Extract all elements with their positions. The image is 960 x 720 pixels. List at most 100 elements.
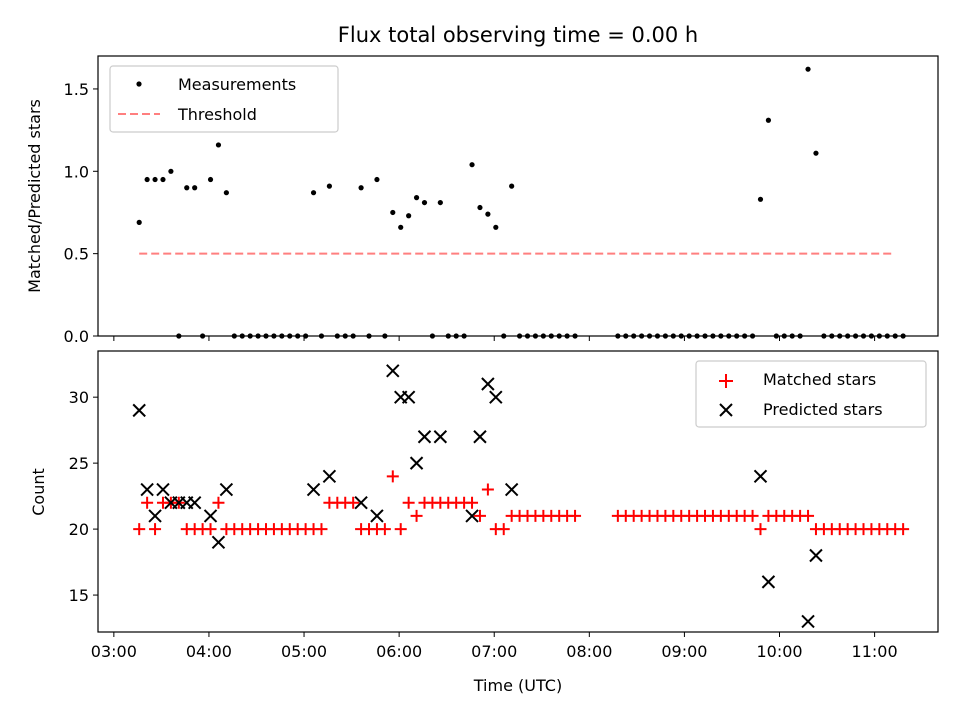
matched-star-point — [466, 496, 479, 509]
measurement-point — [144, 176, 150, 183]
matched-star-point — [378, 523, 391, 536]
bottom-xtick-label: 11:00 — [852, 642, 898, 661]
bottom-ytick-label: 25 — [69, 454, 89, 473]
measurement-point — [184, 185, 190, 191]
matched-star-point — [481, 483, 494, 496]
predicted-star-point — [203, 509, 218, 523]
legend-measurements-label: Measurements — [178, 75, 296, 94]
predicted-star-point — [809, 548, 823, 563]
bottom-xtick-label: 06:00 — [376, 642, 422, 661]
top-axes-frame — [97, 55, 939, 337]
measurement-point — [469, 162, 475, 168]
predicted-star-point — [409, 456, 424, 470]
measurement-point — [310, 190, 317, 196]
predicted-star-point — [761, 575, 776, 589]
matched-star-point — [212, 496, 225, 509]
bottom-ytick-label: 15 — [69, 586, 89, 605]
measurement-point — [374, 176, 380, 183]
measurement-point — [493, 224, 499, 230]
top-ytick-label: 0.5 — [64, 245, 89, 264]
measurement-point — [509, 183, 515, 189]
measurement-point — [813, 150, 819, 156]
measurement-point — [406, 213, 412, 219]
matched-star-point — [133, 523, 146, 536]
measurement-point — [136, 219, 142, 225]
bottom-xtick-label: 05:00 — [281, 642, 327, 661]
matched-star-point — [473, 509, 486, 522]
bottom-xtick-label: 09:00 — [661, 642, 707, 661]
bottom-xtick-label: 08:00 — [566, 642, 612, 661]
top-ytick-label: 1.5 — [64, 80, 89, 99]
matched-star-point — [754, 523, 767, 536]
predicted-star-point — [481, 377, 495, 391]
matched-star-point — [802, 509, 815, 522]
bottom-legend: Matched stars Predicted stars — [695, 360, 927, 428]
matched-star-point — [410, 509, 423, 522]
matched-star-point — [315, 523, 328, 536]
chart-title: Flux total observing time = 0.00 h — [338, 23, 698, 47]
predicted-star-point — [489, 390, 503, 404]
bottom-xtick-label: 07:00 — [471, 642, 517, 661]
predicted-star-point — [417, 430, 432, 444]
predicted-star-point — [386, 364, 400, 378]
legend-predicted-marker — [719, 403, 733, 417]
bottom-xtick-label: 03:00 — [91, 642, 137, 661]
top-legend: Measurements Threshold — [109, 65, 339, 133]
top-ylabel: Matched/Predicted stars — [25, 99, 44, 293]
predicted-star-point — [504, 482, 519, 497]
predicted-star-point — [187, 496, 202, 510]
bottom-ytick-label: 20 — [69, 520, 89, 539]
measurement-point — [413, 195, 420, 201]
measurement-point — [207, 176, 214, 183]
measurement-point — [421, 199, 428, 206]
matched-star-point — [141, 496, 154, 509]
measurement-point — [477, 204, 483, 211]
predicted-star-point — [156, 482, 170, 497]
top-plot-area: 0.0 0.5 1.0 1.5 — [64, 66, 906, 346]
predicted-star-point — [306, 482, 321, 497]
measurement-point — [215, 142, 222, 148]
matched-star-point — [347, 496, 360, 509]
predicted-star-point — [370, 509, 384, 523]
measurement-point — [805, 66, 811, 72]
measurement-point — [152, 176, 158, 183]
predicted-star-point — [219, 482, 234, 497]
predicted-star-point — [354, 496, 368, 510]
measurement-point — [358, 185, 364, 191]
measurement-point — [437, 199, 443, 206]
legend-predicted-label: Predicted stars — [763, 400, 883, 419]
measurement-point — [326, 183, 332, 189]
measurement-point — [765, 117, 772, 123]
measurement-point — [485, 211, 491, 217]
predicted-star-point — [140, 482, 154, 497]
measurement-point — [390, 209, 396, 216]
top-ytick-label: 0.0 — [64, 327, 89, 346]
measurement-point — [398, 224, 404, 230]
bottom-ylabel: Count — [29, 468, 48, 516]
bottom-xtick-label: 04:00 — [186, 642, 232, 661]
predicted-star-point — [132, 403, 146, 418]
matched-star-point — [402, 496, 415, 509]
bottom-axes-frame — [97, 350, 939, 633]
measurement-point — [192, 185, 198, 191]
predicted-star-point — [753, 469, 768, 484]
measurement-point — [168, 168, 174, 174]
measurement-point — [160, 176, 166, 183]
predicted-star-point — [322, 469, 337, 484]
legend-threshold-label: Threshold — [177, 105, 257, 124]
predicted-star-point — [211, 535, 226, 549]
matched-star-point — [204, 523, 217, 536]
bottom-plot-area: 15 20 25 30 03:00 04:00 05:00 06:00 07:00 08:00 09… — [69, 364, 910, 661]
matched-star-point — [569, 509, 582, 522]
top-ytick-label: 1.0 — [64, 162, 89, 181]
predicted-star-point — [433, 430, 448, 444]
predicted-star-point — [148, 509, 162, 523]
matched-star-point — [149, 523, 162, 536]
legend-matched-marker — [719, 374, 733, 388]
predicted-star-point — [465, 509, 479, 523]
measurement-point — [757, 196, 764, 202]
legend-matched-label: Matched stars — [763, 370, 876, 389]
legend-measurements-marker — [136, 81, 142, 87]
matched-star-point — [394, 523, 407, 536]
